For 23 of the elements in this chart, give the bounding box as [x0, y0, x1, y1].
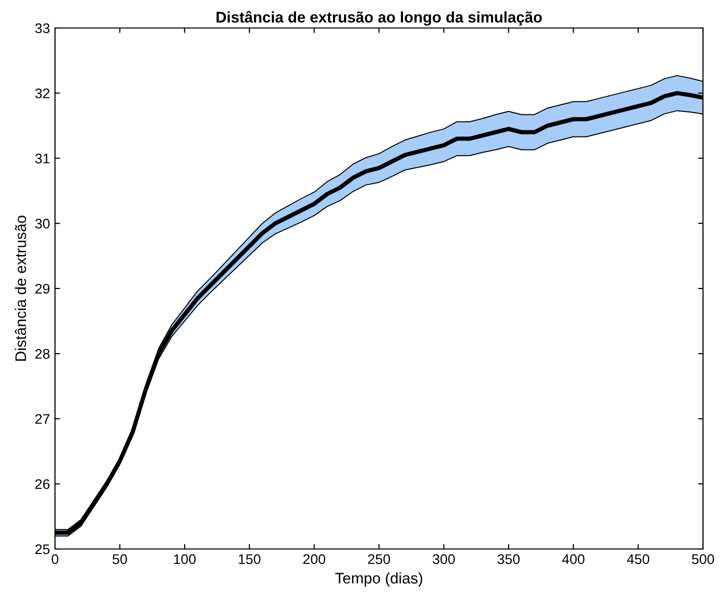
y-tick-label: 27	[35, 414, 50, 424]
y-tick-label: 30	[35, 218, 50, 229]
x-tick-label: 100	[174, 554, 196, 564]
chart-title: Distância de extrusão ao longo da simulação	[216, 11, 542, 26]
x-axis-title: Tempo (dias)	[335, 572, 422, 587]
x-tick-label: 0	[52, 554, 58, 564]
x-tick-label: 250	[368, 554, 390, 564]
y-tick-label: 26	[35, 479, 50, 490]
y-axis-title: Distância de extrusão	[14, 216, 26, 361]
x-tick-label: 400	[562, 554, 584, 564]
x-tick-label: 450	[626, 554, 650, 564]
x-tick-label: 300	[432, 554, 455, 564]
x-tick-label: 350	[498, 554, 520, 564]
y-tick-label: 28	[35, 348, 50, 359]
x-tick-label: 150	[238, 554, 260, 564]
y-tick-label: 29	[35, 284, 50, 294]
x-tick-label: 50	[112, 554, 127, 564]
y-tick-label: 33	[35, 23, 50, 34]
y-tick-label: 31	[35, 154, 50, 164]
y-tick-label: 25	[35, 544, 50, 554]
x-tick-label: 500	[692, 554, 714, 564]
x-tick-label: 200	[303, 554, 326, 564]
y-tick-label: 32	[35, 88, 50, 98]
